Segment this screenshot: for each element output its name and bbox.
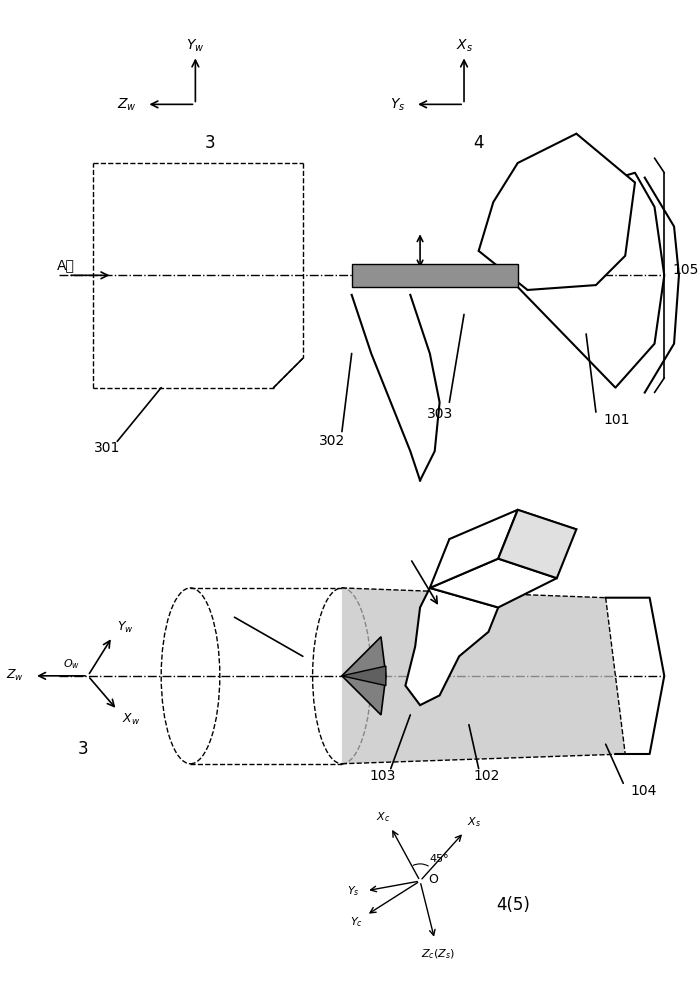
Text: 303: 303 bbox=[426, 407, 453, 421]
Text: $X_s$: $X_s$ bbox=[456, 38, 473, 54]
Text: 3: 3 bbox=[78, 740, 88, 758]
Text: 3: 3 bbox=[205, 134, 215, 152]
Text: $Z_w$: $Z_w$ bbox=[117, 96, 137, 113]
Text: $Y_s$: $Y_s$ bbox=[347, 884, 359, 898]
Text: 4: 4 bbox=[473, 134, 484, 152]
Text: O: O bbox=[428, 873, 438, 886]
Text: $Y_c$: $Y_c$ bbox=[350, 915, 363, 929]
Text: $Y_w$: $Y_w$ bbox=[186, 38, 205, 54]
Text: 102: 102 bbox=[473, 769, 500, 783]
Polygon shape bbox=[430, 510, 518, 588]
Text: $Z_c(Z_s)$: $Z_c(Z_s)$ bbox=[421, 947, 455, 961]
Text: $Y_s$: $Y_s$ bbox=[390, 96, 405, 113]
Text: $X_w$: $X_w$ bbox=[122, 712, 140, 727]
Polygon shape bbox=[498, 510, 577, 578]
Polygon shape bbox=[342, 588, 625, 764]
Text: $X_c$: $X_c$ bbox=[376, 811, 390, 824]
Polygon shape bbox=[342, 666, 386, 686]
Text: 101: 101 bbox=[604, 413, 630, 427]
Polygon shape bbox=[479, 134, 635, 290]
Text: 45°: 45° bbox=[430, 854, 449, 864]
Text: $X_s$: $X_s$ bbox=[467, 815, 481, 829]
Text: 103: 103 bbox=[370, 769, 396, 783]
Text: $Y_w$: $Y_w$ bbox=[117, 619, 134, 635]
Text: $O_w$: $O_w$ bbox=[63, 657, 80, 671]
Text: 105: 105 bbox=[672, 263, 698, 277]
Text: 4(5): 4(5) bbox=[496, 896, 530, 914]
Polygon shape bbox=[405, 588, 498, 705]
Polygon shape bbox=[430, 559, 557, 607]
Text: 301: 301 bbox=[94, 441, 121, 455]
Text: $Z_w$: $Z_w$ bbox=[6, 668, 24, 683]
Polygon shape bbox=[342, 637, 386, 715]
Text: A向: A向 bbox=[57, 259, 75, 273]
Polygon shape bbox=[352, 264, 518, 287]
Text: 104: 104 bbox=[630, 784, 656, 798]
Text: 302: 302 bbox=[319, 434, 345, 448]
